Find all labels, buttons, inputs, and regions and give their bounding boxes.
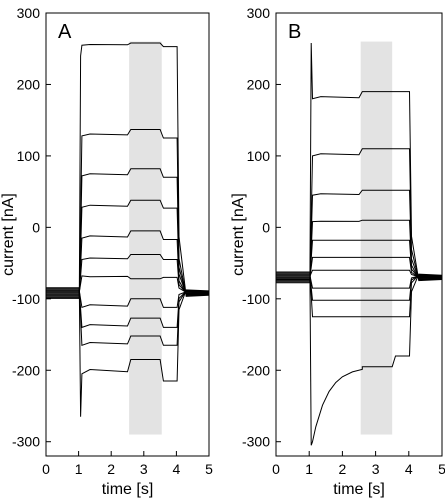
traces [46, 42, 210, 417]
x-tick-label: 0 [272, 461, 280, 477]
panel-label: B [288, 21, 301, 43]
current-trace [276, 256, 442, 278]
y-tick-label: 300 [247, 5, 271, 21]
current-trace [46, 168, 210, 297]
x-tick-label: 0 [42, 461, 50, 477]
y-tick-label: 300 [17, 5, 41, 21]
current-trace [276, 274, 443, 289]
current-trace [46, 289, 210, 329]
highlight-band [360, 41, 393, 435]
panel-label: A [58, 21, 72, 43]
current-trace [46, 42, 210, 299]
x-tick-label: 4 [405, 461, 413, 477]
x-axis-label: time [s] [102, 481, 154, 498]
current-trace [46, 275, 210, 294]
y-tick-label: -300 [242, 434, 270, 450]
y-tick-label: 100 [247, 148, 271, 164]
x-tick-label: 4 [173, 461, 181, 477]
y-tick-label: -300 [12, 434, 40, 450]
axis-ticks: 0 1 2 3 4 5 -300 -200 -100 0 100 200 300 [12, 5, 213, 477]
current-trace [46, 287, 210, 417]
y-tick-label: 200 [17, 76, 41, 92]
x-tick-label: 5 [438, 461, 445, 477]
current-trace [276, 42, 443, 284]
current-trace [46, 290, 210, 309]
current-trace [276, 271, 443, 446]
current-trace [276, 219, 443, 280]
x-tick-label: 5 [205, 461, 213, 477]
y-tick-label: -100 [12, 291, 40, 307]
current-trace [46, 129, 210, 298]
current-trace [276, 272, 443, 318]
y-axis-label: current [nA] [230, 193, 247, 276]
current-trace [276, 273, 443, 301]
x-tick-label: 3 [372, 461, 380, 477]
current-trace [276, 148, 443, 283]
y-tick-label: -100 [242, 291, 270, 307]
traces [276, 42, 443, 446]
y-tick-label: 0 [32, 219, 40, 235]
x-tick-label: 3 [140, 461, 148, 477]
plot-frame [275, 12, 443, 457]
current-trace [276, 189, 443, 282]
y-tick-label: 200 [247, 76, 271, 92]
current-trace [46, 288, 210, 346]
current-trace [276, 239, 443, 279]
current-trace [276, 269, 443, 278]
current-trace [46, 254, 209, 294]
highlight-band [129, 41, 162, 435]
plot-frame [45, 12, 210, 457]
current-trace [46, 199, 210, 296]
current-trace [46, 230, 210, 295]
x-tick-label: 1 [305, 461, 313, 477]
y-axis-label: current [nA] [0, 193, 17, 276]
x-tick-label: 2 [339, 461, 347, 477]
y-tick-label: -200 [12, 362, 40, 378]
x-axis-label: time [s] [333, 481, 385, 498]
y-tick-label: 100 [17, 148, 41, 164]
y-tick-label: -200 [242, 362, 270, 378]
y-tick-label: 0 [262, 219, 270, 235]
x-tick-label: 2 [107, 461, 115, 477]
x-tick-label: 1 [75, 461, 83, 477]
axis-ticks: 0 1 2 3 4 5 -300 -200 -100 0 100 200 300 [242, 5, 445, 477]
